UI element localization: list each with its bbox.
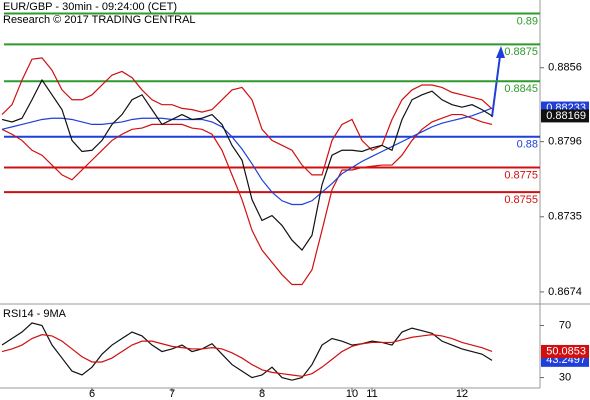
x-tick-label: 12 xyxy=(456,388,468,400)
y-tick-label: 0.8735 xyxy=(548,211,582,223)
x-tick-label: 6 xyxy=(89,388,95,400)
chart-subtitle: Research © 2017 TRADING CENTRAL xyxy=(3,14,196,26)
level-label: 0.8755 xyxy=(504,194,538,206)
x-tick-label: 10 xyxy=(346,388,358,400)
level-label: 0.88 xyxy=(517,139,538,151)
series-line xyxy=(1,334,493,377)
y-tick-label: 0.8674 xyxy=(548,286,582,298)
series-line xyxy=(1,322,493,381)
x-tick-label: 8 xyxy=(259,388,265,400)
y-tick-label: 0.8856 xyxy=(548,62,582,74)
series-line xyxy=(1,57,493,176)
y-tick-label: 70 xyxy=(559,319,571,331)
value-badge xyxy=(541,109,589,123)
y-tick-label: 0.8796 xyxy=(548,136,582,148)
chart-title: EUR/GBP - 30min - 09:24:00 (CET) xyxy=(3,1,177,13)
level-label: 0.8845 xyxy=(504,83,538,95)
level-label: 0.8775 xyxy=(504,169,538,181)
series-line xyxy=(1,107,493,206)
forecast-arrow xyxy=(491,46,505,118)
y-tick-label: 30 xyxy=(559,371,571,383)
x-tick-label: 7 xyxy=(169,388,175,400)
series-line xyxy=(1,78,493,251)
rsi-title: RSI14 - 9MA xyxy=(3,308,67,320)
x-tick-label: 11 xyxy=(366,388,377,400)
value-badge-label: 50.0853 xyxy=(546,345,586,357)
level-label: 0.8875 xyxy=(504,46,538,58)
series-line xyxy=(1,113,493,286)
value-badge-label: 0.88169 xyxy=(546,110,586,122)
level-label: 0.89 xyxy=(517,15,538,27)
value-badge xyxy=(541,344,589,358)
